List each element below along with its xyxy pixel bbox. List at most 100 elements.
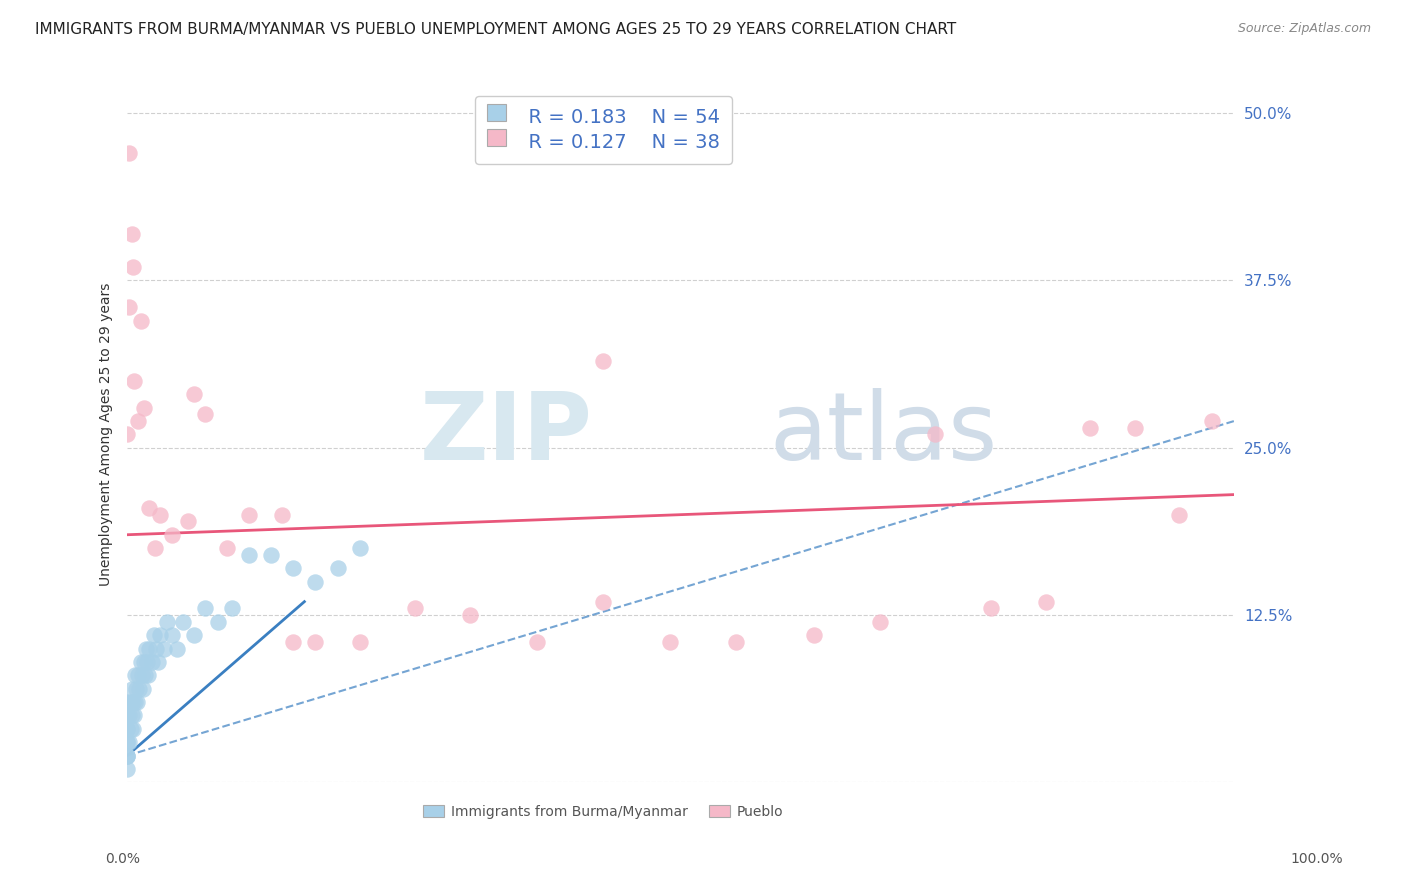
Point (221, 601, 243, 615)
Point (238, 508, 260, 522)
Point (349, 541, 371, 555)
Point (160, 628, 183, 642)
Point (156, 615, 179, 629)
Point (145, 641, 167, 656)
Point (121, 681, 143, 696)
Point (924, 427, 946, 442)
Point (138, 641, 160, 656)
Text: 0.0%: 0.0% (105, 852, 141, 866)
Point (117, 748, 139, 763)
Point (194, 601, 217, 615)
Point (117, 722, 139, 736)
Point (1035, 595, 1057, 609)
Point (121, 227, 143, 241)
Point (117, 735, 139, 749)
Point (117, 708, 139, 723)
Point (152, 641, 174, 656)
Point (149, 628, 172, 642)
Point (526, 635, 548, 649)
Point (283, 561, 305, 575)
Point (142, 628, 165, 642)
Point (127, 668, 149, 682)
Point (120, 722, 142, 736)
Point (271, 508, 294, 522)
Point (183, 387, 205, 401)
Point (117, 427, 139, 442)
Legend: Immigrants from Burma/Myanmar, Pueblo: Immigrants from Burma/Myanmar, Pueblo (418, 799, 789, 824)
Point (128, 681, 150, 696)
Point (125, 681, 148, 696)
Point (283, 635, 305, 649)
Point (132, 681, 155, 696)
Point (172, 615, 194, 629)
Text: 100.0%: 100.0% (1291, 852, 1343, 866)
Point (121, 722, 143, 736)
Y-axis label: Unemployment Among Ages 25 to 29 years: Unemployment Among Ages 25 to 29 years (100, 283, 114, 586)
Point (127, 414, 149, 428)
Point (148, 655, 170, 669)
Point (658, 635, 681, 649)
Point (118, 735, 141, 749)
Point (136, 655, 159, 669)
Point (304, 635, 326, 649)
Point (1080, 420, 1102, 434)
Point (134, 668, 156, 682)
Point (304, 574, 326, 589)
Point (183, 628, 205, 642)
Point (404, 601, 426, 615)
Point (215, 541, 238, 555)
Point (118, 300, 141, 314)
Point (117, 762, 139, 776)
Point (121, 260, 143, 274)
Point (160, 527, 183, 541)
Point (1201, 414, 1223, 428)
Point (1123, 420, 1146, 434)
Point (121, 695, 143, 709)
Point (725, 635, 748, 649)
Point (166, 641, 188, 656)
Point (1168, 508, 1191, 522)
Point (141, 655, 163, 669)
Point (120, 695, 142, 709)
Point (592, 595, 614, 609)
Point (117, 748, 139, 763)
Point (124, 695, 146, 709)
Point (980, 601, 1002, 615)
Point (117, 735, 139, 749)
Text: ZIP: ZIP (419, 388, 592, 481)
Point (117, 695, 139, 709)
Point (260, 548, 283, 562)
Point (129, 313, 152, 327)
Point (135, 641, 157, 656)
Point (194, 407, 217, 421)
Point (122, 708, 145, 723)
Text: IMMIGRANTS FROM BURMA/MYANMAR VS PUEBLO UNEMPLOYMENT AMONG AGES 25 TO 29 YEARS C: IMMIGRANTS FROM BURMA/MYANMAR VS PUEBLO … (35, 22, 956, 37)
Point (149, 508, 172, 522)
Point (238, 548, 260, 562)
Text: Source: ZipAtlas.com: Source: ZipAtlas.com (1237, 22, 1371, 36)
Point (143, 541, 166, 555)
Point (349, 635, 371, 649)
Point (129, 655, 152, 669)
Point (207, 615, 229, 629)
Point (138, 500, 160, 515)
Point (132, 401, 155, 415)
Point (803, 628, 825, 642)
Point (460, 608, 482, 623)
Point (122, 374, 145, 388)
Point (117, 722, 139, 736)
Point (124, 668, 146, 682)
Point (326, 561, 349, 575)
Point (118, 708, 141, 723)
Point (121, 708, 143, 723)
Point (136, 668, 159, 682)
Point (869, 615, 891, 629)
Point (131, 668, 153, 682)
Point (118, 146, 141, 161)
Point (117, 748, 139, 763)
Point (127, 695, 149, 709)
Point (132, 655, 155, 669)
Point (592, 353, 614, 368)
Text: atlas: atlas (769, 388, 998, 481)
Point (177, 514, 200, 528)
